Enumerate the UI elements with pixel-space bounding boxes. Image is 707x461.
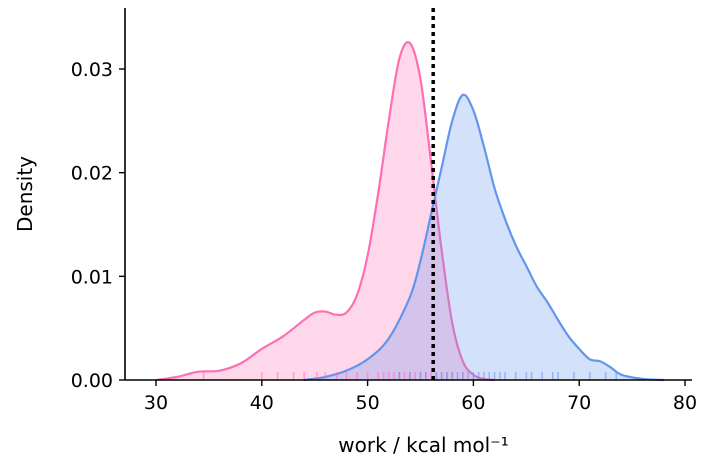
x-tick-label-5: 80 xyxy=(673,392,697,414)
series-layer xyxy=(155,41,664,382)
y-tick-label-3: 0.03 xyxy=(71,59,113,81)
x-ticks: 30 40 50 60 70 80 xyxy=(144,380,697,414)
rug-layer xyxy=(202,372,618,380)
x-tick-label-1: 40 xyxy=(250,392,274,414)
y-axis-label: Density xyxy=(13,156,37,232)
y-ticks: 0.00 0.01 0.02 0.03 xyxy=(71,59,125,392)
x-tick-label-4: 70 xyxy=(567,392,591,414)
series-1-line xyxy=(303,93,664,382)
x-axis-label: work / kcal mol⁻¹ xyxy=(338,433,508,457)
y-tick-label-2: 0.02 xyxy=(71,163,113,185)
x-tick-label-3: 60 xyxy=(461,392,485,414)
series-1-fill xyxy=(304,94,664,381)
series-0-line xyxy=(155,41,495,382)
y-tick-label-1: 0.01 xyxy=(71,266,113,288)
x-tick-label-2: 50 xyxy=(356,392,380,414)
x-tick-label-0: 30 xyxy=(144,392,168,414)
y-tick-label-0: 0.00 xyxy=(71,370,113,392)
